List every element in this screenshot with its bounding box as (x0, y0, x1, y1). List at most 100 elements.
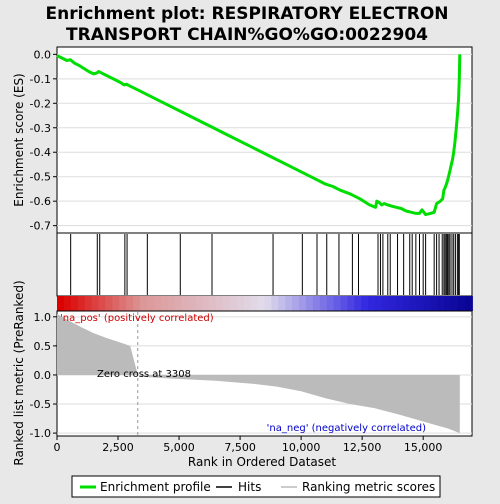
enrichment-y-tick-label: 0.0 (34, 48, 52, 61)
enrichment-y-axis-label: Enrichment score (ES) (12, 73, 26, 206)
color-bar-segment (424, 296, 432, 311)
color-bar-segment (320, 296, 328, 311)
color-bar-segment (327, 296, 335, 311)
legend-ranking-label: Ranking metric scores (302, 480, 435, 494)
color-bar-segment (126, 296, 134, 311)
zero-cross-label: Zero cross at 3308 (97, 369, 191, 380)
color-bar-segment (85, 296, 93, 311)
color-bar-segment (98, 296, 106, 311)
color-bar-segment (168, 296, 176, 311)
color-bar-segment (368, 296, 376, 311)
color-bar-segment (119, 296, 127, 311)
color-bar-segment (451, 296, 459, 311)
hits-panel (57, 233, 472, 296)
plot-title-line-2: TRANSPORT CHAIN%GO%GO:0022904 (66, 25, 428, 45)
color-bar-segment (57, 296, 65, 311)
ranking-x-ticks: 0 2,500 5,000 7,500 10,000 12,500 15,000 (54, 436, 443, 454)
color-bar-segment (299, 296, 307, 311)
color-bar-segment (230, 296, 238, 311)
x-tick-label: 12,500 (343, 441, 382, 454)
color-bar-segment (202, 296, 210, 311)
color-bar-segment (465, 296, 473, 311)
ranking-y-tick-label: 0.0 (34, 369, 52, 382)
enrichment-panel-frame (57, 47, 472, 233)
negative-correlation-label: 'na_neg' (negatively correlated) (267, 423, 426, 434)
color-bar-segment (341, 296, 349, 311)
color-bar-segment (71, 296, 79, 311)
enrichment-y-tick-label: -0.7 (30, 220, 51, 233)
color-bar-segment (133, 296, 141, 311)
color-bar-segment (258, 296, 266, 311)
color-bar-segment (382, 296, 390, 311)
color-bar-segment (188, 296, 196, 311)
color-bar-segment (209, 296, 217, 311)
x-tick-label: 10,000 (282, 441, 321, 454)
color-bar-segment (347, 296, 355, 311)
color-bar-segment (112, 296, 120, 311)
color-bar-segment (264, 296, 272, 311)
color-bar-segment (292, 296, 300, 311)
color-bar-segment (458, 296, 466, 311)
color-bar-segment (389, 296, 397, 311)
color-bar-segment (237, 296, 245, 311)
color-bar-segment (64, 296, 72, 311)
ranking-y-ticks: 1.0 0.5 0.0 -0.5 -1.0 (30, 311, 57, 440)
legend-hits-label: Hits (238, 480, 261, 494)
plot-title: Enrichment plot: RESPIRATORY ELECTRON TR… (45, 4, 448, 45)
ranking-y-tick-label: 1.0 (34, 311, 52, 324)
color-bar-segment (278, 296, 286, 311)
ranking-y-tick-label: -1.0 (30, 427, 51, 440)
x-tick-label: 15,000 (404, 441, 443, 454)
color-bar-segment (175, 296, 183, 311)
x-tick-label: 5,000 (163, 441, 195, 454)
ranking-y-tick-label: 0.5 (34, 340, 52, 353)
x-axis-label: Rank in Ordered Dataset (188, 455, 336, 469)
color-bar-segment (285, 296, 293, 311)
x-tick-label: 0 (54, 441, 61, 454)
positive-correlation-label: 'na_pos' (positively correlated) (60, 313, 214, 324)
x-tick-label: 7,500 (224, 441, 256, 454)
color-bar-segment (181, 296, 189, 311)
color-bar-segment (161, 296, 169, 311)
color-bar-segment (417, 296, 425, 311)
legend-enrichment-label: Enrichment profile (100, 480, 211, 494)
enrichment-y-tick-label: -0.3 (30, 122, 51, 135)
color-bar-segment (223, 296, 231, 311)
legend: Enrichment profile Hits Ranking metric s… (72, 476, 440, 497)
color-bar-segment (313, 296, 321, 311)
color-bar-segment (375, 296, 383, 311)
color-bar-segment (430, 296, 438, 311)
color-bar-segment (396, 296, 404, 311)
color-bar-segment (361, 296, 369, 311)
enrichment-y-tick-label: -0.5 (30, 171, 51, 184)
ranking-y-tick-label: -0.5 (30, 398, 51, 411)
color-bar-segment (140, 296, 148, 311)
plot-title-line-1: Enrichment plot: RESPIRATORY ELECTRON (45, 4, 448, 24)
color-bar-segment (437, 296, 445, 311)
enrichment-y-tick-label: -0.2 (30, 97, 51, 110)
color-bar-segment (216, 296, 224, 311)
color-bar-segment (195, 296, 203, 311)
color-bar-segment (147, 296, 155, 311)
enrichment-panel: 0.0 -0.1 -0.2 -0.3 -0.4 -0.5 -0.6 -0.7 Enrichme… (12, 47, 472, 233)
color-bar-segment (334, 296, 342, 311)
ranking-y-axis-label: Ranked list metric (PreRanked) (12, 280, 26, 465)
color-bar-segment (403, 296, 411, 311)
color-bar-segment (154, 296, 162, 311)
enrichment-y-tick-label: -0.6 (30, 195, 51, 208)
color-bar-segment (354, 296, 362, 311)
color-bar-segment (271, 296, 279, 311)
enrichment-y-tick-label: -0.4 (30, 146, 51, 159)
color-bar-segment (251, 296, 259, 311)
color-bar-segment (306, 296, 314, 311)
enrichment-y-tick-label: -0.1 (30, 73, 51, 86)
color-bar-segment (410, 296, 418, 311)
color-bar-segment (92, 296, 100, 311)
enrichment-y-ticks: 0.0 -0.1 -0.2 -0.3 -0.4 -0.5 -0.6 -0.7 (30, 48, 57, 232)
color-bar-segment (444, 296, 452, 311)
color-bar-segment (244, 296, 252, 311)
x-tick-label: 2,500 (102, 441, 134, 454)
ranking-color-bar (57, 296, 473, 311)
